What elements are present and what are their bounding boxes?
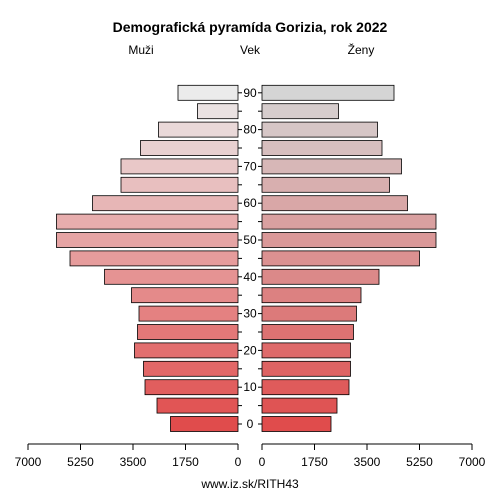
x-tick-label-left: 3500 bbox=[120, 455, 147, 469]
bar-male-70-74 bbox=[120, 158, 239, 175]
bar-male-90+ bbox=[177, 84, 239, 101]
bar-female-35-39 bbox=[261, 287, 362, 304]
x-tick-label-right: 0 bbox=[259, 455, 266, 469]
age-tick-label: 60 bbox=[243, 196, 257, 210]
bar-male-60-64 bbox=[92, 195, 239, 212]
bar-male-25-29 bbox=[137, 324, 239, 340]
x-tick-label-left: 0 bbox=[235, 455, 242, 469]
x-tick-label-right: 7000 bbox=[459, 455, 486, 469]
bar-male-45-49 bbox=[69, 250, 239, 267]
bar-female-20-24 bbox=[261, 342, 351, 359]
bar-female-45-49 bbox=[261, 250, 420, 267]
bar-male-35-39 bbox=[131, 287, 239, 304]
age-tick-label: 40 bbox=[243, 270, 257, 284]
bar-male-50-54 bbox=[56, 232, 239, 248]
bar-male-65-69 bbox=[120, 176, 239, 193]
source-label: www.iz.sk/RITH43 bbox=[200, 477, 299, 491]
age-tick-label: 50 bbox=[243, 233, 257, 247]
bar-male-55-59 bbox=[56, 213, 239, 230]
bar-male-80-84 bbox=[158, 121, 239, 138]
age-tick-label: 80 bbox=[243, 123, 257, 137]
right-series-label: Ženy bbox=[348, 42, 375, 57]
bar-female-30-34 bbox=[261, 305, 357, 322]
bar-female-25-29 bbox=[261, 324, 354, 340]
chart-title: Demografická pyramída Gorizia, rok 2022 bbox=[113, 19, 388, 35]
bar-male-75-79 bbox=[140, 140, 239, 156]
bar-female-75-79 bbox=[261, 140, 383, 156]
bar-male-20-24 bbox=[134, 342, 239, 359]
bar-female-55-59 bbox=[261, 213, 437, 230]
age-tick-label: 90 bbox=[243, 86, 257, 100]
left-series-label: Muži bbox=[128, 43, 153, 57]
bar-female-85-89 bbox=[261, 103, 339, 120]
x-tick-label-left: 7000 bbox=[15, 455, 42, 469]
center-axis-label: Vek bbox=[240, 43, 261, 57]
bar-female-65-69 bbox=[261, 176, 390, 193]
bar-male-40-44 bbox=[104, 268, 239, 285]
bar-male-0-4 bbox=[170, 416, 239, 432]
bar-male-15-19 bbox=[143, 360, 239, 377]
bar-female-70-74 bbox=[261, 158, 402, 175]
bar-female-10-14 bbox=[261, 379, 350, 396]
bar-male-10-14 bbox=[144, 379, 239, 396]
bar-female-0-4 bbox=[261, 416, 332, 432]
x-tick-label-left: 1750 bbox=[172, 455, 199, 469]
age-tick-label: 70 bbox=[243, 159, 257, 173]
bar-female-80-84 bbox=[261, 121, 378, 138]
bar-male-30-34 bbox=[138, 305, 239, 322]
bar-female-50-54 bbox=[261, 232, 437, 248]
x-tick-label-right: 1750 bbox=[301, 455, 328, 469]
age-tick-label: 30 bbox=[243, 307, 257, 321]
bar-male-85-89 bbox=[197, 103, 239, 120]
x-tick-label-left: 5250 bbox=[67, 455, 94, 469]
bar-female-40-44 bbox=[261, 268, 380, 285]
bar-female-15-19 bbox=[261, 360, 351, 377]
bar-female-60-64 bbox=[261, 195, 408, 212]
age-tick-label: 10 bbox=[243, 380, 257, 394]
x-tick-label-right: 5250 bbox=[406, 455, 433, 469]
bar-female-5-9 bbox=[261, 397, 338, 414]
bar-male-5-9 bbox=[156, 397, 239, 414]
x-tick-label-right: 3500 bbox=[354, 455, 381, 469]
age-tick-label: 0 bbox=[247, 417, 254, 431]
bar-female-90+ bbox=[261, 84, 395, 101]
age-tick-label: 20 bbox=[243, 343, 257, 357]
